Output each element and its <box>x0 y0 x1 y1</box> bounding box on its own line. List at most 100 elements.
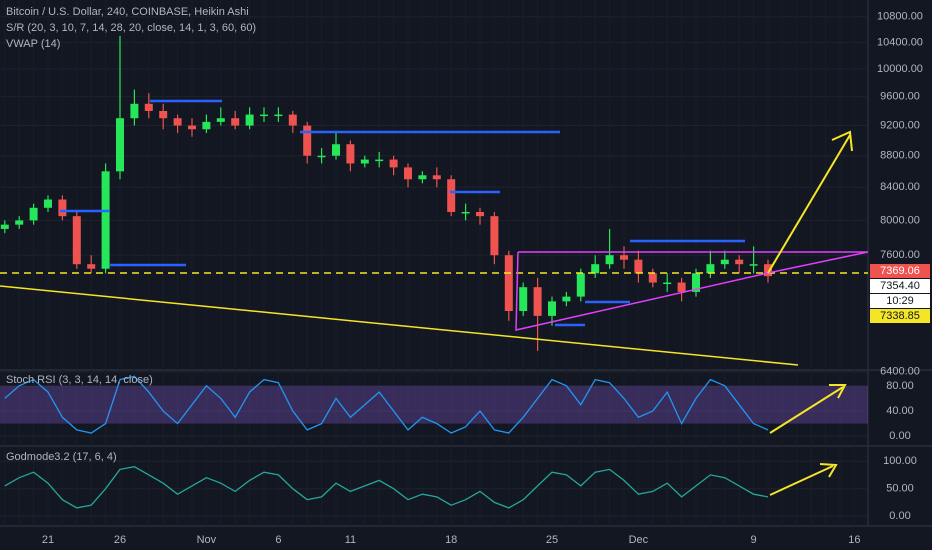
y-tick-label: 10400.00 <box>877 36 923 48</box>
candle-body <box>648 273 657 283</box>
price-tag-box <box>870 264 930 278</box>
candle-body <box>144 103 153 111</box>
candle-body <box>764 264 772 277</box>
y-tick-label: 80.00 <box>886 380 914 392</box>
x-tick-label: Nov <box>197 534 217 546</box>
candle-body <box>231 118 240 126</box>
candle-body <box>260 114 268 117</box>
candle-body <box>389 159 398 168</box>
candle-body <box>87 264 96 269</box>
x-tick-label: 26 <box>114 534 126 546</box>
price-tag: 7338.85 <box>880 310 920 322</box>
candle-body <box>447 179 456 212</box>
candle-body <box>533 287 542 316</box>
arrow <box>769 386 844 434</box>
x-tick-label: 25 <box>546 534 558 546</box>
x-tick-label: 16 <box>848 534 860 546</box>
y-tick-label: 40.00 <box>886 405 914 417</box>
y-tick-label: 9600.00 <box>880 91 920 103</box>
x-tick-label: 11 <box>345 534 356 546</box>
arrow <box>769 465 834 496</box>
price-tag-box <box>870 279 930 293</box>
band <box>0 385 868 424</box>
x-tick-label: 9 <box>751 534 757 546</box>
candle-body <box>130 103 139 119</box>
arrow <box>767 134 851 274</box>
candle-body <box>159 110 168 119</box>
pane-title: Godmode3.2 (17, 6, 4) <box>6 451 117 463</box>
price-tag-box <box>870 294 930 308</box>
candle-body <box>548 301 556 316</box>
candle-body <box>476 211 484 217</box>
y-tick-label: 10800.00 <box>877 11 923 23</box>
candle-body <box>116 118 124 172</box>
y-tick-label: 8800.00 <box>880 150 920 162</box>
candle-body <box>461 211 470 214</box>
series-line <box>4 466 769 509</box>
y-tick-label: 7600.00 <box>880 249 920 261</box>
sr-lines <box>60 99 745 327</box>
arrow-head <box>829 384 847 399</box>
candle-body <box>677 282 686 292</box>
candle-body <box>173 118 182 126</box>
candle-body <box>288 114 297 126</box>
candle-body <box>58 199 67 217</box>
y-tick-label: 100.00 <box>883 455 917 467</box>
plot-area <box>0 16 868 517</box>
y-tick-label: 6400.00 <box>880 366 920 378</box>
y-tick-label: 10000.00 <box>877 63 923 75</box>
candle-body <box>216 118 225 122</box>
x-tick-label: 18 <box>445 534 457 546</box>
candle-body <box>605 255 614 265</box>
candle-body <box>303 125 312 156</box>
y-tick-label: 8000.00 <box>880 214 920 226</box>
candle-body <box>274 114 283 117</box>
candle-body <box>562 296 571 302</box>
price-tag-box <box>870 309 930 323</box>
candle-body <box>188 125 196 130</box>
indicator-label: VWAP (14) <box>6 38 60 50</box>
candle-body <box>202 121 211 130</box>
y-tick-label: 8400.00 <box>880 181 920 193</box>
candle-body <box>101 171 110 269</box>
price-tag: 7369.06 <box>880 265 920 277</box>
price-tag: 7354.40 <box>880 280 920 292</box>
indicator-label: S/R (20, 3, 10, 7, 14, 28, 20, close, 14… <box>6 22 256 34</box>
candle-body <box>317 155 326 158</box>
candle-body <box>620 255 628 260</box>
candle-body <box>735 259 744 265</box>
y-tick-label: 50.00 <box>886 483 914 495</box>
x-tick-label: 21 <box>42 534 54 546</box>
candle-body <box>490 216 499 256</box>
arrow-head <box>831 130 853 152</box>
candle-body <box>346 144 355 164</box>
candle-body <box>720 259 729 265</box>
candle-body <box>504 255 513 312</box>
candle-body <box>15 220 24 225</box>
y-tick-label: 0.00 <box>889 430 910 442</box>
candle-body <box>0 224 9 229</box>
x-tick-label: Dec <box>629 534 649 546</box>
candle-body <box>432 175 441 180</box>
candle-body <box>576 273 585 297</box>
drawings <box>0 99 869 496</box>
chart-title: Bitcoin / U.S. Dollar, 240, COINBASE, He… <box>6 6 249 18</box>
candle-body <box>245 114 254 126</box>
candle-body <box>663 282 672 285</box>
candle-body <box>634 259 643 274</box>
candle-body <box>360 159 369 164</box>
candle-body <box>332 144 340 156</box>
candle-body <box>418 175 427 180</box>
x-tick-label: 6 <box>275 534 281 546</box>
y-tick-label: 0.00 <box>889 510 910 522</box>
candle-body <box>72 216 81 265</box>
candle-body <box>44 199 52 208</box>
labels: Bitcoin / U.S. Dollar, 240, COINBASE, He… <box>6 6 256 463</box>
series-line <box>4 375 769 434</box>
candle-body <box>749 264 758 266</box>
price-tag: 10:29 <box>886 295 914 307</box>
candle-body <box>591 264 600 274</box>
candle-body <box>692 273 700 292</box>
candle-body <box>375 159 384 162</box>
